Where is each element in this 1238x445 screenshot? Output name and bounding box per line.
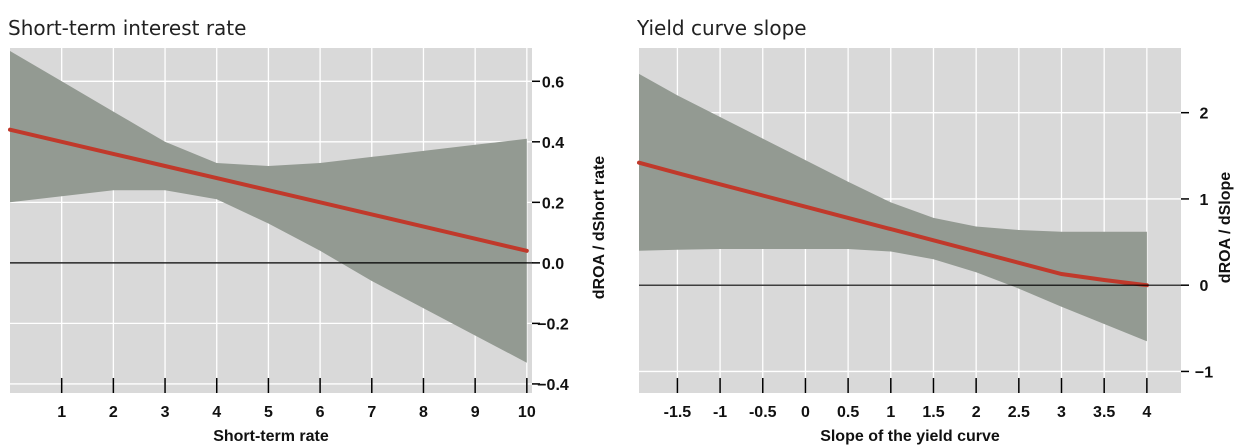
y-tick-label-0: 0.6 [542,74,564,91]
chart-1-title: Short-term interest rate [8,16,247,40]
x-tick-label-11: 4 [1142,404,1151,421]
x-tick-label-5: 6 [316,404,325,421]
y-tick-label-5: −0.4 [537,377,569,394]
x-tick-label-10: 3.5 [1093,404,1115,421]
y-tick-label-2: 0.2 [542,195,564,212]
x-tick-label-8: 2.5 [1008,404,1030,421]
x-tick-label-2: 3 [161,404,170,421]
x-tick-label-5: 1 [886,404,895,421]
x-tick-label-9: 3 [1057,404,1066,421]
x-tick-label-4: 5 [264,404,273,421]
x-tick-label-8: 9 [471,404,480,421]
x-tick-label-1: -1 [713,404,727,421]
x-tick-label-0: 1 [57,404,66,421]
x-axis-label: Slope of the yield curve [820,428,1000,445]
x-tick-label-3: 0 [801,404,810,421]
x-tick-label-7: 2 [972,404,981,421]
chart-2-group: -1.5 -1 -0.5 0 0.5 1 1.5 2 2.5 3 3.5 4 2 1 0 −1 Slope of… [637,48,1234,445]
estimate-line [8,127,529,253]
x-tick-label-6: 7 [367,404,376,421]
chart-1-group: 1 2 3 4 5 6 7 8 9 10 0.6 0.4 0.2 0.0 −0.2 −0.4 Short-ter… [8,48,608,445]
confidence-band [10,51,527,363]
x-tick-label-4: 0.5 [837,404,859,421]
y-tick-label-2: 0 [1200,278,1209,295]
y-axis-label: dROA / dShort rate [591,156,608,300]
x-tick-label-0: -1.5 [664,404,692,421]
x-tick-label-2: -0.5 [749,404,777,421]
y-axis-label: dROA / dSlope [1217,172,1234,284]
x-tick-label-7: 8 [419,404,428,421]
x-tick-label-3: 4 [212,404,221,421]
estimate-line [637,160,1149,288]
chart-2-title: Yield curve slope [637,16,807,40]
y-tick-label-1: 1 [1200,192,1209,209]
x-axis-label: Short-term rate [213,428,329,445]
y-tick-label-3: 0.0 [542,256,564,273]
x-tick-label-1: 2 [109,404,118,421]
y-tick-label-4: −0.2 [537,316,569,333]
confidence-band [639,73,1147,342]
y-tick-label-1: 0.4 [542,135,564,152]
x-tick-label-6: 1.5 [922,404,944,421]
y-tick-label-0: 2 [1200,106,1209,123]
x-tick-label-9: 10 [518,404,536,421]
y-tick-label-3: −1 [1195,364,1213,381]
